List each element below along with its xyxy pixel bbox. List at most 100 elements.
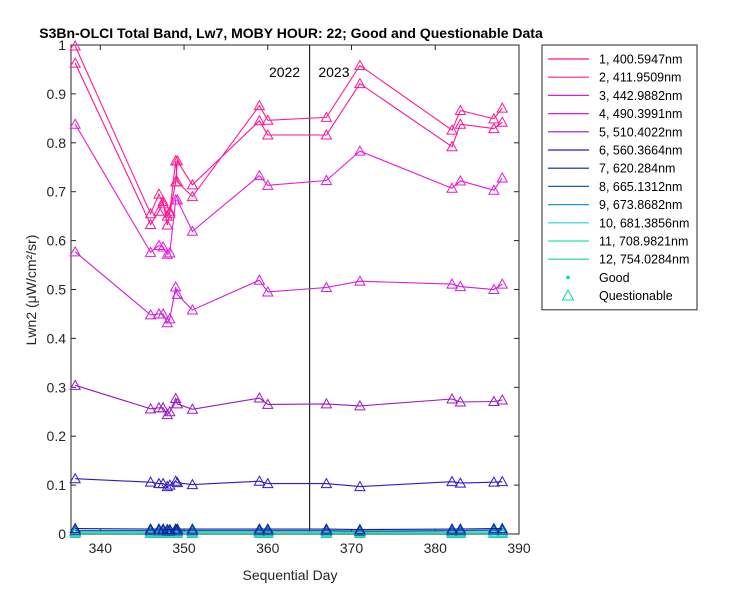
data-point-triangle [69,245,82,257]
data-point-triangle [253,526,266,538]
data-point-triangle [163,312,176,324]
series-5 [69,379,509,420]
data-point-triangle [157,307,169,319]
legend-entry-label: 8, 665.1312nm [599,180,682,194]
data-point-triangle [454,118,467,129]
y-tick-label: 0.5 [47,282,67,298]
legend-questionable-marker [561,289,575,301]
data-point-triangle [446,524,458,536]
series-1 [69,57,509,230]
data-point-triangle [144,308,157,320]
y-tick-label: 0.8 [47,135,67,151]
data-point-triangle [354,275,366,286]
legend-entry-label: 9, 673.8682nm [599,198,682,212]
data-point-triangle [261,398,274,409]
data-point-triangle [171,154,184,166]
y-axis-label: Lwn2 (μW/cm²/sr) [23,235,39,346]
data-point-triangle [69,526,82,538]
data-point-triangle [354,480,366,492]
data-point-triangle [261,526,274,538]
data-point-triangle [454,523,467,534]
x-tick-label: 370 [340,540,364,556]
y-tick-label: 0.9 [47,86,67,102]
y-tick-label: 0.3 [47,379,67,395]
data-point-triangle [488,122,500,134]
data-point-triangle [320,397,333,409]
data-point-triangle [454,477,467,488]
data-point-triangle [171,523,184,534]
data-point-triangle [153,205,165,216]
series-line [75,528,503,531]
year-annotation: 2022 [269,64,300,80]
data-point-triangle [161,480,174,492]
data-point-triangle [157,240,169,252]
data-point-triangle [161,408,174,420]
data-point-triangle [171,193,184,205]
data-point-triangle [186,178,199,190]
data-point-triangle [496,278,509,289]
data-point-triangle [261,285,274,297]
data-point-triangle [186,225,199,236]
data-point-triangle [488,476,500,487]
y-tick-label: 0 [58,526,66,542]
legend-entry-label: 10, 681.3856nm [599,216,689,230]
data-point-triangle [320,128,333,140]
data-point-triangle [171,524,184,536]
data-point-triangle [320,111,333,122]
legend-good-marker [566,275,570,280]
data-point-triangle [163,479,176,490]
data-point-triangle [354,77,366,89]
data-point-triangle [144,526,157,538]
data-point-triangle [144,207,157,219]
data-point-triangle [253,99,266,111]
data-point-triangle [446,475,458,487]
series-line [75,478,503,488]
data-point-triangle [186,524,199,536]
data-point-triangle [354,399,366,411]
data-point-triangle [157,197,169,209]
data-point-triangle [171,288,184,299]
data-point-triangle [320,281,333,293]
data-point-triangle [69,118,82,129]
data-point-triangle [261,477,274,489]
data-point-triangle [454,280,467,292]
data-point-triangle [496,171,509,183]
legend-entry-label: 4, 490.3991nm [599,107,682,121]
data-point-triangle [488,526,500,538]
data-point-triangle [161,218,174,230]
data-point-triangle [253,475,266,486]
data-point-triangle [446,182,458,193]
data-point-triangle [69,472,82,484]
data-point-triangle [186,526,199,538]
x-axis-label: Sequential Day [243,567,338,583]
x-tick-label: 360 [256,540,280,556]
data-point-triangle [454,174,467,186]
data-point-triangle [261,179,274,190]
data-point-triangle [320,523,333,534]
data-point-triangle [253,274,266,285]
series-8 [69,524,509,536]
data-point-triangle [157,401,169,413]
legend-entry-label: 6, 560.3664nm [599,144,682,158]
data-point-triangle [144,218,157,229]
data-point-triangle [454,524,467,536]
legend-entry-label: 12, 754.0284nm [599,253,689,267]
legend-entry-label: 7, 620.284nm [599,162,675,176]
data-point-triangle [144,476,157,487]
plot-area: 340 350 360 370 380 390 0 0.1 0.2 0.3 0.4 0.5 0.6 0.7… [47,37,531,556]
y-tick-label: 0.6 [47,233,67,249]
data-point-triangle [488,184,500,195]
data-point-triangle [186,190,199,202]
data-point-triangle [163,405,176,417]
legend-entry-label: 5, 510.4022nm [599,125,682,139]
data-point-triangle [261,523,274,534]
data-point-triangle [169,175,182,187]
data-point-triangle [163,246,176,258]
data-point-triangle [169,475,182,486]
data-point-triangle [320,524,333,536]
data-point-triangle [446,124,458,135]
series-line [75,384,503,416]
x-tick-label: 390 [507,540,531,556]
data-point-triangle [320,174,333,185]
legend-frame [541,44,698,311]
